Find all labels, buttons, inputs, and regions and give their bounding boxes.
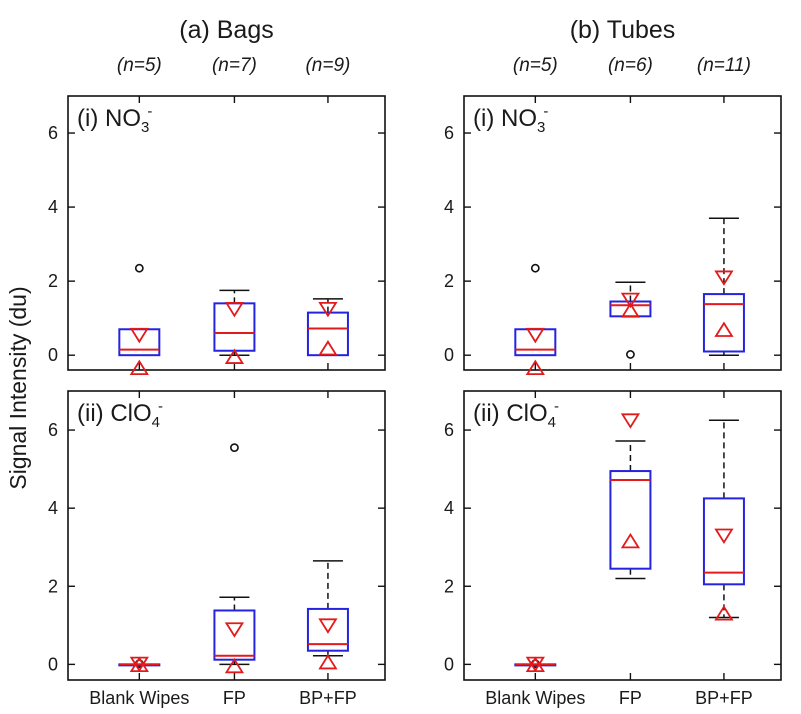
n-label: (n=9) [305,55,350,76]
marker-up-triangle [620,302,641,318]
marker-down-triangle [620,413,641,429]
y-axis-label: Signal Intensity (du) [5,286,31,489]
marker-up-triangle [525,359,545,376]
marker-down-triangle [318,302,338,318]
marker-down-triangle [714,270,734,286]
y-tick-label: 4 [444,197,454,217]
marker-down-triangle [224,622,245,638]
marker-down-triangle [525,327,545,344]
y-tick-label: 0 [444,345,454,365]
n-label: (n=7) [212,55,257,76]
panel-label: (i) NO3- [473,103,548,136]
iqr-box [306,607,349,652]
marker-up-triangle [318,653,338,670]
category-label: Blank Wipes [485,688,585,708]
y-tick-label: 6 [444,420,454,440]
marker-up-triangle [129,359,149,376]
y-tick-label: 2 [444,576,454,596]
n-label: (n=11) [697,55,751,76]
iqr-box [609,470,652,570]
y-tick-label: 0 [444,654,454,674]
marker-down-triangle [714,528,734,544]
y-tick-label: 0 [48,654,58,674]
marker-up-triangle [129,656,149,673]
iqr-box [702,293,745,353]
y-tick-label: 0 [48,345,58,365]
n-label: (n=6) [608,55,653,76]
marker-down-triangle [620,292,641,309]
marker-up-triangle [224,657,245,674]
iqr-box [213,302,256,352]
marker-up-triangle [714,321,734,337]
y-tick-label: 2 [48,271,58,291]
n-label: (n=5) [117,55,162,76]
y-tick-label: 6 [444,123,454,143]
outlier-point [530,263,540,273]
group-title: (b) Tubes [570,16,676,44]
n-label: (n=5) [513,55,558,76]
marker-up-triangle [525,656,545,673]
category-label: BP+FP [695,688,753,708]
y-tick-label: 2 [444,271,454,291]
panel-label: (i) NO3- [77,103,152,136]
panel-label: (ii) ClO4- [473,398,559,431]
y-tick-label: 4 [48,498,58,518]
y-tick-label: 4 [48,197,58,217]
panel-frame [463,95,782,371]
panel-frame [67,95,386,371]
marker-down-triangle [129,327,149,344]
marker-down-triangle [224,302,245,318]
marker-up-triangle [714,605,734,621]
panel-frame [67,390,386,681]
y-tick-label: 6 [48,123,58,143]
marker-up-triangle [224,348,245,364]
y-tick-label: 6 [48,420,58,440]
iqr-box [702,497,745,586]
panel-label: (ii) ClO4- [77,398,163,431]
category-label: FP [619,688,642,708]
marker-down-triangle [318,618,338,634]
category-label: Blank Wipes [89,688,189,708]
y-tick-label: 4 [444,498,454,518]
category-label: BP+FP [299,688,357,708]
marker-up-triangle [620,532,641,549]
outlier-point [626,350,635,359]
panel-frame [463,390,782,681]
y-tick-label: 2 [48,576,58,596]
outlier-point [230,443,239,453]
outlier-point [134,263,144,273]
iqr-box [306,311,349,357]
group-title: (a) Bags [179,16,273,44]
category-label: FP [223,688,246,708]
marker-up-triangle [318,340,338,356]
